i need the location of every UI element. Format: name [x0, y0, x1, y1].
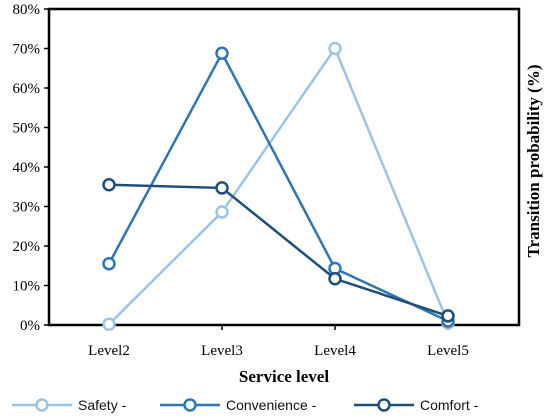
data-point-comfort — [102, 178, 116, 192]
y-axis-title: Transition probability (%) — [524, 64, 543, 257]
data-point-safety — [215, 205, 229, 219]
legend-item-convenience: Convenience - — [160, 397, 317, 413]
plot-area-frame — [47, 7, 521, 327]
y-tick-label: 80% — [13, 2, 41, 18]
data-point-comfort — [441, 309, 455, 323]
legend-label: Comfort - — [420, 397, 479, 413]
y-tick-label: 20% — [13, 239, 41, 255]
data-point-convenience — [102, 257, 116, 271]
legend-label: Safety - — [78, 397, 127, 413]
x-tick-label: Level2 — [88, 343, 130, 359]
x-tick-label: Level5 — [427, 343, 469, 359]
x-axis-ticks: Level2 Level3 Level4 Level5 — [88, 325, 469, 359]
data-point-comfort — [328, 272, 342, 286]
y-tick-label: 60% — [13, 81, 41, 97]
legend-marker — [183, 398, 197, 412]
data-point-safety — [328, 41, 342, 56]
legend-item-safety: Safety - — [12, 397, 127, 413]
y-tick-label: 30% — [13, 200, 41, 216]
y-tick-label: 70% — [13, 42, 41, 58]
y-axis-ticks: 0% 10% 20% 30% 40% 50% 60% 70% 80% — [13, 2, 49, 334]
y-tick-label: 40% — [13, 160, 41, 176]
legend-label: Convenience - — [226, 397, 317, 413]
data-point-convenience — [215, 46, 229, 60]
y-tick-label: 50% — [13, 121, 41, 137]
x-tick-label: Level3 — [201, 343, 243, 359]
data-point-comfort — [215, 181, 229, 195]
y-tick-label: 0% — [20, 318, 40, 334]
x-tick-label: Level4 — [314, 343, 356, 359]
legend-marker — [377, 398, 391, 412]
legend-item-comfort: Comfort - — [354, 397, 479, 413]
legend: Safety - Convenience - Comfort - — [12, 397, 479, 413]
series-convenience — [102, 46, 455, 328]
y-tick-label: 10% — [13, 279, 41, 295]
series-line-safety — [108, 45, 450, 326]
series-line-comfort — [108, 183, 449, 318]
x-axis-title: Service level — [239, 367, 329, 386]
series-layer — [102, 41, 455, 331]
series-comfort — [102, 178, 455, 323]
legend-marker — [35, 398, 49, 412]
series-line-convenience — [107, 50, 449, 323]
data-point-safety — [102, 317, 116, 331]
